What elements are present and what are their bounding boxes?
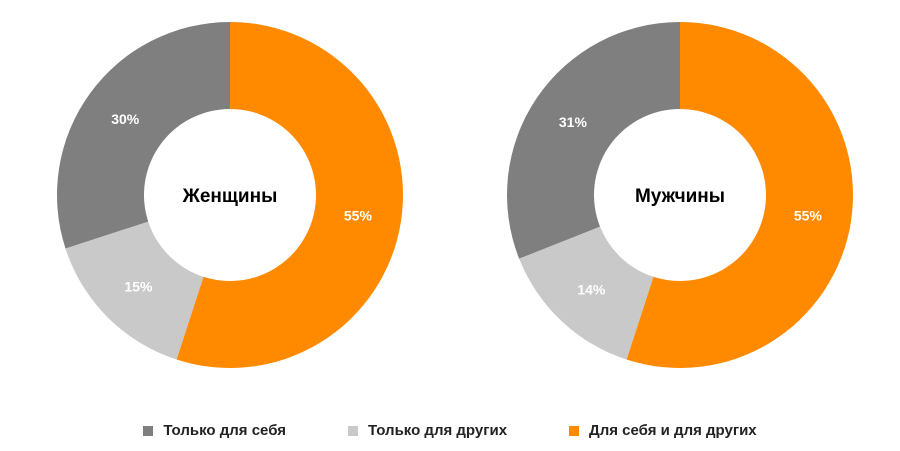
data-label: 14% (577, 281, 606, 297)
legend-label: Для себя и для других (589, 422, 757, 439)
donut-slice (176, 22, 403, 368)
legend-item-both: Для себя и для других (569, 422, 757, 439)
donut-slice (519, 226, 654, 360)
data-label: 31% (559, 114, 588, 130)
chart-title: Женщины (182, 186, 278, 207)
legend-item-others: Только для других (348, 422, 507, 439)
donut-slice (626, 22, 853, 369)
legend: Только для себя Только для других Для се… (0, 422, 900, 439)
legend-label: Только для других (368, 422, 508, 439)
data-label: 55% (344, 207, 373, 223)
legend-swatch (143, 425, 154, 436)
data-label: 55% (794, 207, 823, 223)
legend-label: Только для себя (163, 422, 287, 439)
data-label: 30% (111, 111, 140, 127)
donut-slice (56, 22, 230, 249)
chart-title: Мужчины (635, 186, 725, 207)
donut-slice (65, 221, 204, 360)
legend-swatch (348, 425, 359, 436)
donut-slice (507, 22, 680, 259)
legend-item-self: Только для себя (143, 422, 286, 439)
data-label: 15% (124, 279, 153, 295)
legend-swatch (569, 425, 580, 436)
